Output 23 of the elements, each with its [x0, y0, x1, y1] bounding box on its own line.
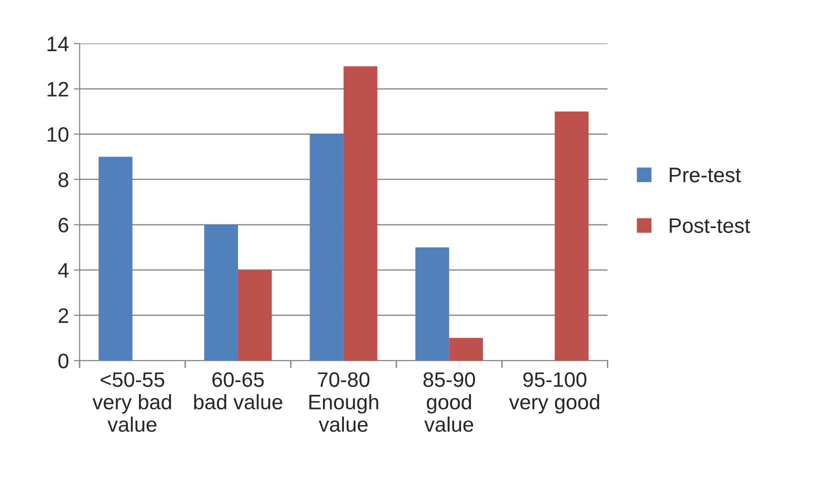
bar — [238, 270, 272, 361]
x-tick-label: 70-80 Enough value — [309, 372, 378, 432]
bar — [204, 224, 238, 361]
bar — [554, 111, 589, 361]
x-tick-label: 60-65 bad value — [194, 372, 282, 410]
x-tick-label: 95-100 very good — [509, 372, 600, 414]
y-tick-label: 10 — [48, 127, 68, 142]
legend-label: Post-test — [670, 218, 750, 233]
y-tick-label: 0 — [58, 354, 68, 368]
y-tick-label: 4 — [58, 263, 69, 278]
bar — [415, 247, 450, 361]
x-tick-label: <50-55 very bad value — [92, 372, 172, 432]
y-tick-label: 8 — [58, 172, 68, 188]
y-tick-label: 12 — [48, 82, 68, 96]
x-tick-label: 85-90 good value — [423, 372, 475, 432]
bar — [449, 338, 483, 361]
bar — [98, 156, 132, 361]
y-tick-label: 6 — [58, 218, 68, 232]
legend-label: Pre-test — [670, 168, 741, 182]
y-tick-label: 14 — [48, 36, 69, 52]
bar — [344, 66, 378, 361]
y-tick-label: 2 — [58, 308, 68, 323]
bar — [310, 134, 344, 361]
